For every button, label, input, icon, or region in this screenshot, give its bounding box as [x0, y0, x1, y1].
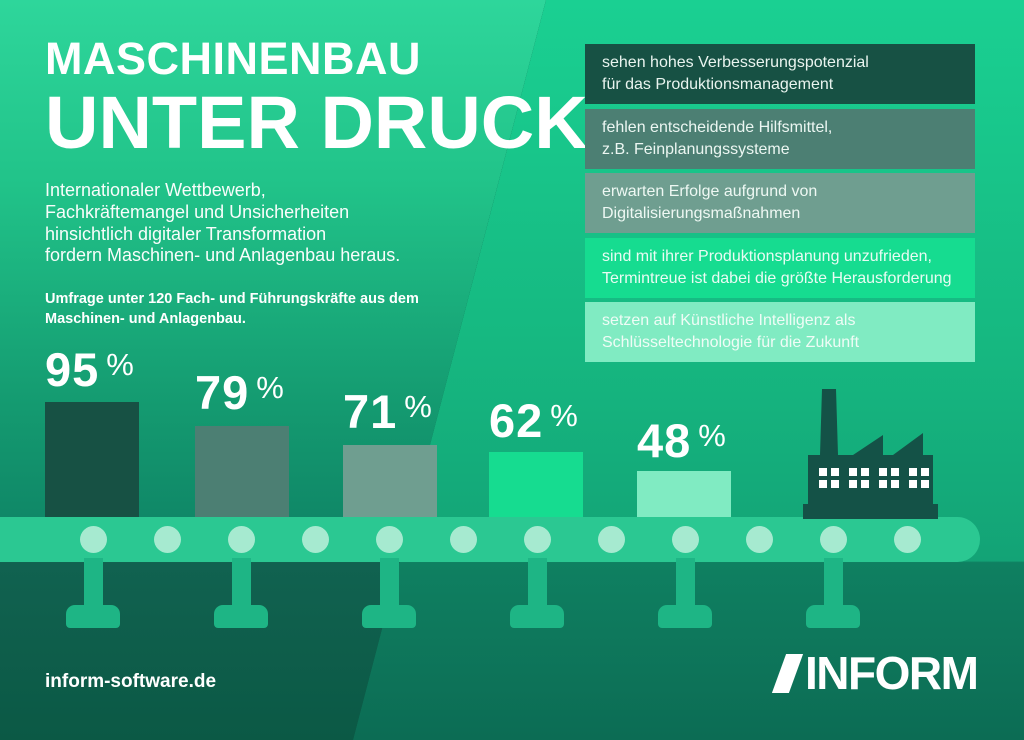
belt-leg: [231, 558, 251, 614]
belt-roller-icon: [523, 526, 551, 553]
percent-sign: %: [404, 389, 432, 424]
belt-leg: [823, 558, 843, 614]
inform-logo: INFORM: [771, 647, 979, 699]
belt-leg: [675, 558, 695, 614]
factory-window: [861, 480, 869, 488]
statement-box-3: erwarten Erfolge aufgrund von Digitalisi…: [585, 173, 975, 233]
factory-window: [831, 468, 839, 476]
statement-box-5: setzen auf Künstliche Intelligenz als Sc…: [585, 302, 975, 362]
page-title: MASCHINENBAU UNTER DRUCK: [45, 33, 588, 161]
belt-leg-foot: [658, 605, 712, 628]
bar-71pct: [343, 445, 437, 517]
belt-roller-icon: [153, 526, 181, 553]
survey-note: Umfrage unter 120 Fach- und Führungskräf…: [45, 291, 419, 327]
factory-window: [879, 480, 887, 488]
bar-value-number: 79: [195, 366, 250, 419]
bar-value-number: 48: [637, 414, 692, 467]
statement-box-4: sind mit ihrer Produktionsplanung unzufr…: [585, 237, 975, 298]
bar-value-label-48pct: 48%: [637, 414, 726, 467]
factory-window: [879, 468, 887, 476]
belt-leg: [527, 558, 547, 614]
website-url: inform-software.de: [45, 671, 217, 692]
bar-48pct: [637, 471, 731, 517]
belt-roller-icon: [301, 526, 329, 553]
factory-window: [831, 480, 839, 488]
bar-value-label-79pct: 79%: [195, 366, 284, 419]
belt-leg-foot: [66, 605, 120, 628]
factory-window: [819, 480, 827, 488]
factory-window: [849, 468, 857, 476]
belt-roller-icon: [745, 526, 773, 553]
belt-roller-icon: [893, 526, 921, 553]
percent-sign: %: [106, 347, 134, 382]
belt-leg: [379, 558, 399, 614]
belt-roller-icon: [227, 526, 255, 553]
bar-value-number: 62: [489, 394, 544, 447]
title-line-2: UNTER DRUCK: [45, 81, 588, 164]
factory-window: [819, 468, 827, 476]
statement-box-2: fehlen entscheidende Hilfsmittel, z.B. F…: [585, 108, 975, 169]
intro-paragraph: Internationaler Wettbewerb, Fachkräftema…: [45, 180, 401, 266]
belt-leg: [83, 558, 103, 614]
bar-value-label-62pct: 62%: [489, 394, 578, 447]
factory-window: [921, 468, 929, 476]
factory-chimney-icon: [820, 389, 838, 455]
factory-roof-tooth: [853, 435, 883, 455]
factory-window: [909, 480, 917, 488]
percent-sign: %: [550, 398, 578, 433]
inform-logo-mark-icon: [771, 653, 804, 693]
factory-roof-tooth: [893, 433, 923, 455]
title-line-1: MASCHINENBAU: [45, 33, 421, 84]
factory-window: [861, 468, 869, 476]
statement-box-1: sehen hohes Verbesserungspotenzial für d…: [585, 44, 975, 104]
factory-window: [891, 468, 899, 476]
belt-leg-foot: [510, 605, 564, 628]
factory-icon: [803, 389, 938, 519]
bar-62pct: [489, 452, 583, 517]
bar-value-label-71pct: 71%: [343, 385, 432, 438]
bar-value-number: 95: [45, 343, 100, 396]
belt-roller-icon: [597, 526, 625, 553]
bar-79pct: [195, 426, 289, 517]
percent-sign: %: [698, 418, 726, 453]
belt-leg-foot: [214, 605, 268, 628]
bar-value-number: 71: [343, 385, 398, 438]
percent-sign: %: [256, 370, 284, 405]
factory-window: [921, 480, 929, 488]
belt-leg-foot: [362, 605, 416, 628]
factory-window: [849, 480, 857, 488]
belt-roller-icon: [671, 526, 699, 553]
belt-roller-icon: [79, 526, 107, 553]
factory-plinth: [803, 504, 938, 519]
factory-window: [909, 468, 917, 476]
inform-logo-text: INFORM: [805, 647, 979, 699]
belt-roller-icon: [375, 526, 403, 553]
belt-leg-foot: [806, 605, 860, 628]
factory-windows: [819, 468, 929, 488]
belt-roller-icon: [449, 526, 477, 553]
bar-value-label-95pct: 95%: [45, 343, 134, 396]
factory-window: [891, 480, 899, 488]
bar-95pct: [45, 402, 139, 517]
belt-roller-icon: [819, 526, 847, 553]
